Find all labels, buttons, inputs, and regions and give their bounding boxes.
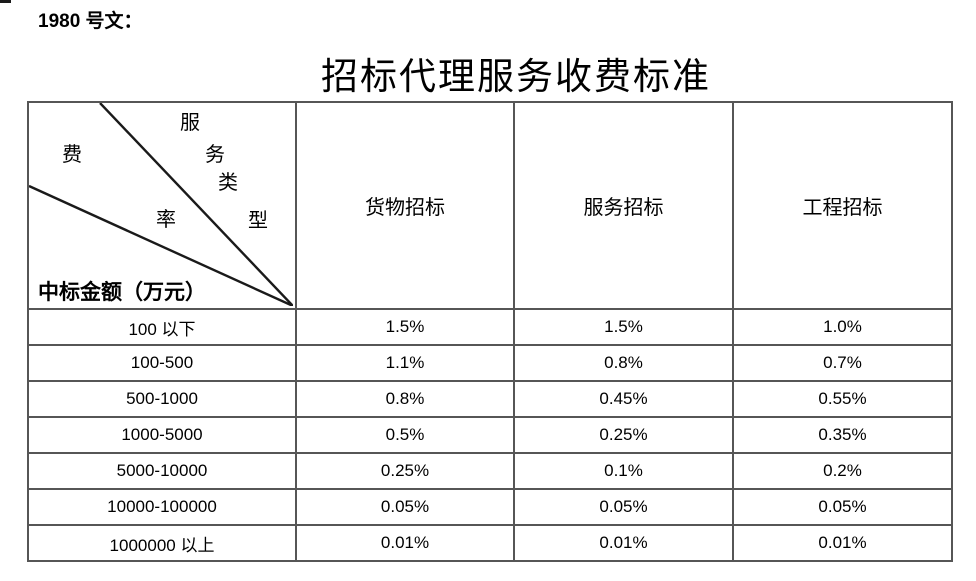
table-row: 100-500 1.1% 0.8% 0.7% <box>27 344 953 382</box>
table-row: 10000-100000 0.05% 0.05% 0.05% <box>27 488 953 526</box>
diagonal-divider-lines <box>30 104 293 306</box>
services-rate-cell: 0.45% <box>513 380 734 418</box>
table-corner-header: 服 务 类 型 费 率 中标金额（万元） <box>27 101 297 310</box>
scan-artifact-mark <box>0 0 11 3</box>
engineering-rate-cell: 0.01% <box>732 524 953 562</box>
corner-amount-label: 中标金额（万元） <box>38 280 206 304</box>
page-title: 招标代理服务收费标准 <box>321 57 711 98</box>
corner-service-type-char: 务 <box>205 144 225 166</box>
table-row: 1000-5000 0.5% 0.25% 0.35% <box>27 416 953 454</box>
column-header-services-bidding: 服务招标 <box>513 101 734 310</box>
goods-rate-cell: 0.25% <box>295 452 515 490</box>
doc-number-label: 1980 号文： <box>38 11 143 32</box>
table-header-row: 服 务 类 型 费 率 中标金额（万元） 货物招标 服务招标 工程招标 <box>27 101 953 310</box>
amount-range-cell: 10000-100000 <box>27 488 297 526</box>
amount-range-cell: 1000-5000 <box>27 416 297 454</box>
services-rate-cell: 0.25% <box>513 416 734 454</box>
engineering-rate-cell: 1.0% <box>732 308 953 346</box>
services-rate-cell: 1.5% <box>513 308 734 346</box>
corner-service-type-char: 类 <box>218 172 238 194</box>
goods-rate-cell: 1.5% <box>295 308 515 346</box>
services-rate-cell: 0.01% <box>513 524 734 562</box>
corner-fee-rate-char: 率 <box>156 209 176 231</box>
goods-rate-cell: 0.8% <box>295 380 515 418</box>
amount-range-cell: 500-1000 <box>27 380 297 418</box>
amount-range-cell: 1000000 以上 <box>27 524 297 562</box>
goods-rate-cell: 0.01% <box>295 524 515 562</box>
table-row: 500-1000 0.8% 0.45% 0.55% <box>27 380 953 418</box>
services-rate-cell: 0.05% <box>513 488 734 526</box>
amount-range-cell: 5000-10000 <box>27 452 297 490</box>
corner-service-type-char: 型 <box>248 210 268 232</box>
goods-rate-cell: 1.1% <box>295 344 515 382</box>
column-header-engineering-bidding: 工程招标 <box>732 101 953 310</box>
goods-rate-cell: 0.5% <box>295 416 515 454</box>
table-row: 5000-10000 0.25% 0.1% 0.2% <box>27 452 953 490</box>
goods-rate-cell: 0.05% <box>295 488 515 526</box>
amount-range-cell: 100 以下 <box>27 308 297 346</box>
corner-fee-rate-char: 费 <box>62 144 82 166</box>
engineering-rate-cell: 0.35% <box>732 416 953 454</box>
services-rate-cell: 0.8% <box>513 344 734 382</box>
amount-range-cell: 100-500 <box>27 344 297 382</box>
corner-service-type-char: 服 <box>180 112 200 134</box>
engineering-rate-cell: 0.2% <box>732 452 953 490</box>
column-header-goods-bidding: 货物招标 <box>295 101 515 310</box>
engineering-rate-cell: 0.05% <box>732 488 953 526</box>
engineering-rate-cell: 0.55% <box>732 380 953 418</box>
services-rate-cell: 0.1% <box>513 452 734 490</box>
engineering-rate-cell: 0.7% <box>732 344 953 382</box>
table-row: 100 以下 1.5% 1.5% 1.0% <box>27 308 953 346</box>
fee-standard-table: 服 务 类 型 费 率 中标金额（万元） 货物招标 服务招标 工程招标 100 … <box>27 101 953 562</box>
table-row: 1000000 以上 0.01% 0.01% 0.01% <box>27 524 953 562</box>
